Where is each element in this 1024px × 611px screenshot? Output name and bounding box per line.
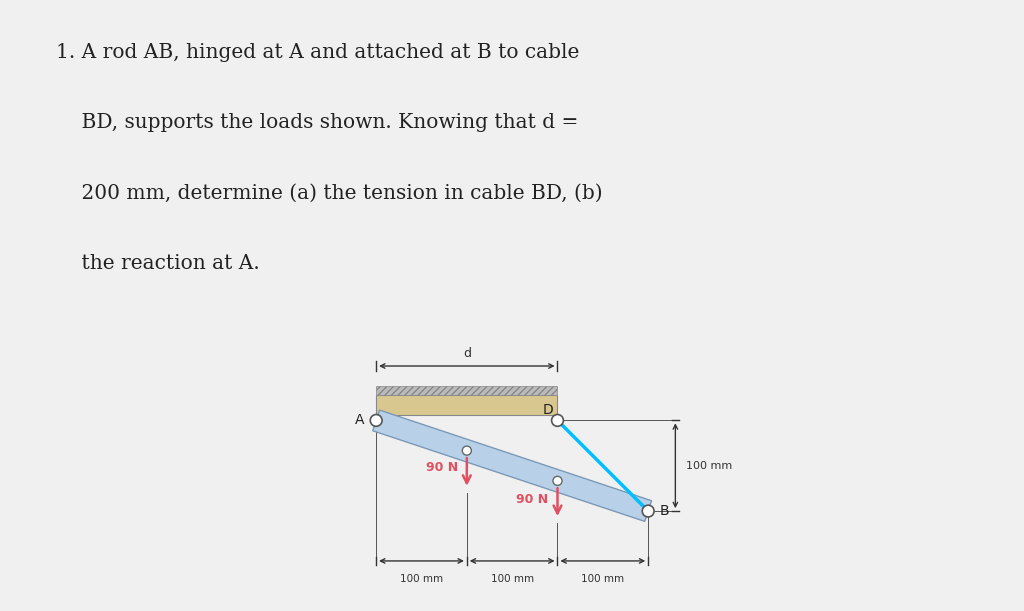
Text: 100 mm: 100 mm [400, 574, 443, 584]
Text: 200 mm, determine (a) the tension in cable BD, (b): 200 mm, determine (a) the tension in cab… [56, 183, 603, 202]
Text: 100 mm: 100 mm [582, 574, 625, 584]
Circle shape [552, 414, 563, 426]
Bar [376, 386, 557, 395]
Bar [376, 395, 557, 415]
Polygon shape [373, 410, 651, 521]
Circle shape [642, 505, 654, 517]
Text: D: D [543, 403, 554, 417]
Circle shape [553, 477, 562, 485]
Circle shape [371, 414, 382, 426]
Text: 90 N: 90 N [516, 494, 549, 507]
Circle shape [462, 446, 471, 455]
Text: the reaction at A.: the reaction at A. [56, 254, 260, 273]
Text: 100 mm: 100 mm [490, 574, 534, 584]
Text: BD, supports the loads shown. Knowing that d =: BD, supports the loads shown. Knowing th… [56, 113, 579, 132]
Text: 100 mm: 100 mm [686, 461, 732, 470]
Text: 90 N: 90 N [426, 461, 458, 474]
Text: A: A [355, 414, 365, 428]
Text: B: B [659, 504, 670, 518]
Text: d: d [463, 346, 471, 360]
Text: 1. A rod AB, hinged at A and attached at B to cable: 1. A rod AB, hinged at A and attached at… [56, 43, 580, 62]
